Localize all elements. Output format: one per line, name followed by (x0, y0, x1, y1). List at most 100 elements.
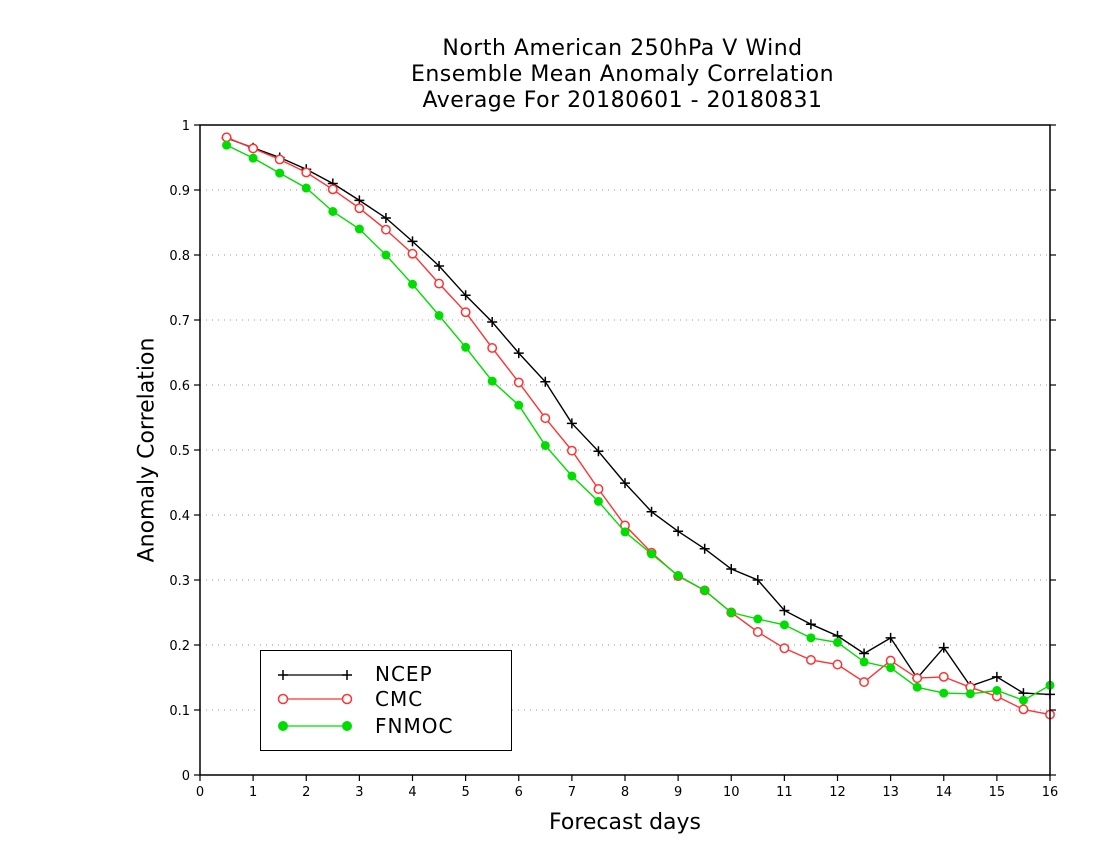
legend-swatch-ncep (278, 670, 352, 680)
data-point-ncep (407, 236, 418, 247)
data-point-ncep (805, 619, 816, 630)
y-tick-label: 0.2 (169, 639, 190, 654)
data-point-cmc (274, 154, 285, 165)
x-tick-label: 2 (302, 785, 310, 800)
data-point-ncep (885, 632, 896, 643)
data-point-ncep (859, 648, 870, 659)
data-point-fnmoc (726, 608, 736, 617)
data-point-ncep (752, 575, 763, 585)
data-point-cmc (434, 278, 445, 289)
x-tick-label: 5 (461, 785, 469, 800)
data-point-fnmoc (859, 657, 869, 667)
data-point-fnmoc (567, 471, 577, 481)
data-point-fnmoc (222, 140, 232, 150)
y-tick-label: 0 (182, 769, 190, 784)
y-tick-label: 1 (182, 119, 190, 134)
axis-ticks: 00.10.20.30.40.50.60.70.80.910 1 2 3 4 5 6 7 8 9 1… (169, 119, 1058, 800)
data-point-ncep (646, 506, 657, 517)
x-tick-label: 12 (829, 785, 846, 800)
x-tick-label: 6 (515, 785, 523, 800)
data-point-cmc (912, 673, 923, 684)
data-point-fnmoc (328, 206, 338, 216)
x-tick-label: 1 (249, 785, 257, 800)
chart-title-line-2: Ensemble Mean Anomaly Correlation (410, 62, 835, 87)
data-point-ncep (779, 605, 790, 616)
data-point-cmc (593, 484, 604, 494)
data-point-ncep (620, 478, 630, 489)
x-tick-label: 16 (1042, 785, 1059, 800)
data-point-ncep (460, 290, 471, 301)
y-tick-label: 0.9 (169, 184, 190, 199)
data-point-fnmoc (779, 620, 789, 630)
data-point-fnmoc (912, 682, 922, 692)
x-tick-label: 11 (776, 785, 793, 800)
x-tick-label: 7 (568, 785, 576, 800)
data-point-cmc (380, 224, 391, 235)
x-tick-label: 13 (882, 785, 899, 800)
data-point-cmc (301, 167, 312, 178)
legend-label-fnmoc: FNMOC (375, 714, 454, 738)
data-point-cmc (859, 677, 870, 687)
x-tick-label: 15 (989, 785, 1006, 800)
data-point-cmc (540, 413, 551, 424)
data-point-cmc (221, 132, 232, 143)
data-point-fnmoc (886, 663, 896, 673)
x-tick-label: 10 (723, 785, 740, 800)
x-tick-label: 0 (196, 785, 204, 800)
data-point-ncep (487, 316, 498, 327)
data-point-cmc (327, 184, 338, 195)
legend-swatch-fnmoc (278, 721, 352, 731)
legend-swatches (277, 670, 353, 731)
data-point-fnmoc (753, 614, 763, 624)
data-point-fnmoc (939, 688, 949, 698)
series-layer (221, 132, 1055, 720)
data-point-ncep (726, 563, 737, 574)
data-point-cmc (752, 627, 763, 637)
data-point-ncep (540, 376, 551, 387)
series-line-cmc (226, 136, 1051, 716)
data-point-cmc (805, 655, 816, 665)
x-tick-label: 9 (674, 785, 682, 800)
x-tick-label: 14 (935, 785, 952, 800)
data-point-ncep (593, 446, 604, 457)
data-point-ncep (699, 543, 710, 554)
data-point-ncep (566, 418, 577, 429)
y-tick-label: 0.3 (169, 574, 190, 589)
data-point-fnmoc (620, 527, 630, 537)
data-point-ncep (380, 212, 391, 223)
data-point-cmc (460, 307, 471, 318)
data-point-cmc (1018, 704, 1029, 715)
y-tick-label: 0.5 (169, 444, 190, 459)
series-line-fnmoc (226, 144, 1051, 702)
data-point-fnmoc (487, 376, 497, 386)
y-tick-label: 0.7 (169, 314, 190, 329)
data-point-cmc (248, 143, 259, 154)
data-point-fnmoc (540, 440, 550, 450)
data-point-cmc (354, 203, 365, 214)
x-tick-label: 4 (408, 785, 416, 800)
data-point-fnmoc (700, 585, 710, 595)
x-tick-label: 3 (355, 785, 363, 800)
data-point-fnmoc (434, 310, 444, 320)
y-tick-label: 0.1 (169, 704, 190, 719)
legend: NCEP CMC FNMOC (260, 650, 512, 751)
data-point-fnmoc (408, 279, 417, 289)
data-point-cmc (832, 659, 843, 670)
legend-swatch-cmc (277, 693, 353, 705)
y-tick-label: 0.4 (169, 509, 190, 524)
data-point-fnmoc (833, 637, 842, 647)
data-point-fnmoc (381, 250, 391, 260)
data-point-fnmoc (647, 549, 657, 559)
data-point-fnmoc (965, 689, 975, 699)
data-point-fnmoc (806, 633, 816, 643)
data-point-fnmoc (354, 224, 364, 234)
grid-lines (200, 189, 1050, 711)
data-point-fnmoc (301, 183, 311, 193)
x-axis-label: Forecast days (548, 810, 702, 835)
data-point-cmc (487, 343, 498, 353)
chart-title-line-1: North American 250hPa V Wind (442, 36, 803, 61)
data-point-ncep (991, 671, 1002, 682)
data-point-fnmoc (1018, 695, 1028, 705)
data-point-cmc (938, 671, 949, 682)
